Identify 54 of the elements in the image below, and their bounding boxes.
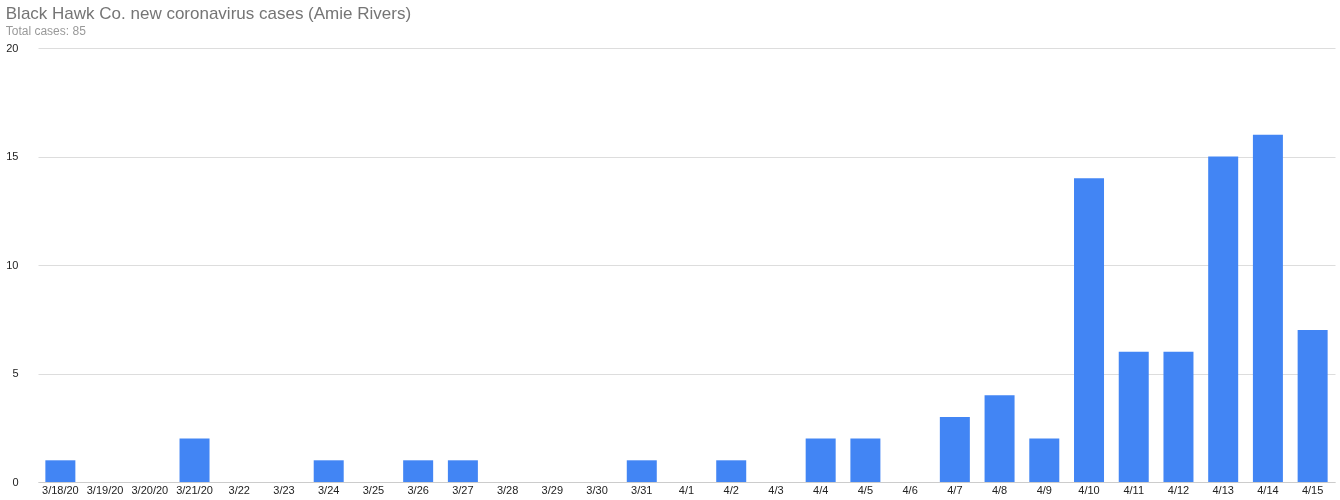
x-tick-label: 3/25 [362, 483, 385, 496]
bar [805, 438, 836, 482]
x-tick-label: 4/7 [947, 483, 963, 496]
x-tick-label: 4/4 [813, 483, 829, 496]
x-tick-label: 4/14 [1257, 483, 1279, 496]
x-tick-label: 3/30 [586, 483, 608, 496]
x-tick-label: 3/29 [541, 483, 564, 496]
bar [984, 395, 1015, 482]
x-tick-label: 4/15 [1301, 483, 1324, 496]
x-tick-label: 3/19/20 [86, 483, 124, 496]
bar [850, 438, 881, 482]
x-tick-label: 4/13 [1212, 483, 1234, 496]
bar [45, 460, 76, 482]
x-tick-label: 4/1 [678, 483, 695, 496]
x-tick-label: 4/12 [1167, 483, 1190, 496]
y-tick-label: 10 [6, 258, 19, 271]
x-tick-label: 4/9 [1036, 483, 1052, 496]
x-tick-label: 3/22 [228, 483, 250, 496]
x-tick-label: 3/28 [496, 483, 519, 496]
bar [1118, 351, 1149, 482]
chart-title: Black Hawk Co. new coronavirus cases (Amie Rivers) [5, 4, 412, 23]
x-tick-label: 4/5 [857, 483, 874, 496]
x-tick-label: 4/6 [902, 483, 918, 496]
y-tick-label: 0 [12, 475, 19, 488]
x-tick-label: 3/21/20 [176, 483, 213, 496]
x-tick-label: 4/2 [723, 483, 739, 496]
chart-subtitle: Total cases: 85 [5, 24, 87, 38]
bar [716, 460, 747, 482]
x-tick-label: 3/23 [273, 483, 295, 496]
bar [1297, 330, 1328, 482]
bar [179, 438, 210, 482]
bar [939, 416, 970, 482]
y-tick-label: 20 [6, 41, 19, 54]
y-tick-label: 15 [6, 150, 19, 162]
bar [403, 460, 434, 482]
x-tick-label: 4/11 [1123, 483, 1145, 496]
bar [1208, 156, 1239, 482]
y-tick-label: 5 [12, 367, 19, 379]
bar [1252, 134, 1283, 482]
bar [1163, 351, 1194, 482]
x-tick-label: 4/8 [991, 483, 1008, 496]
bar [447, 460, 478, 482]
x-tick-label: 3/18/20 [42, 483, 79, 496]
x-tick-label: 3/24 [318, 483, 340, 496]
x-tick-label: 3/31 [631, 483, 653, 496]
bar [1074, 178, 1105, 482]
bar [1029, 438, 1060, 482]
x-tick-label: 4/3 [768, 483, 784, 496]
x-tick-label: 4/10 [1078, 483, 1100, 496]
x-tick-label: 3/27 [452, 483, 474, 496]
bar [313, 460, 344, 482]
x-tick-label: 3/20/20 [131, 483, 169, 496]
x-tick-label: 3/26 [407, 483, 429, 496]
bar [626, 460, 657, 482]
